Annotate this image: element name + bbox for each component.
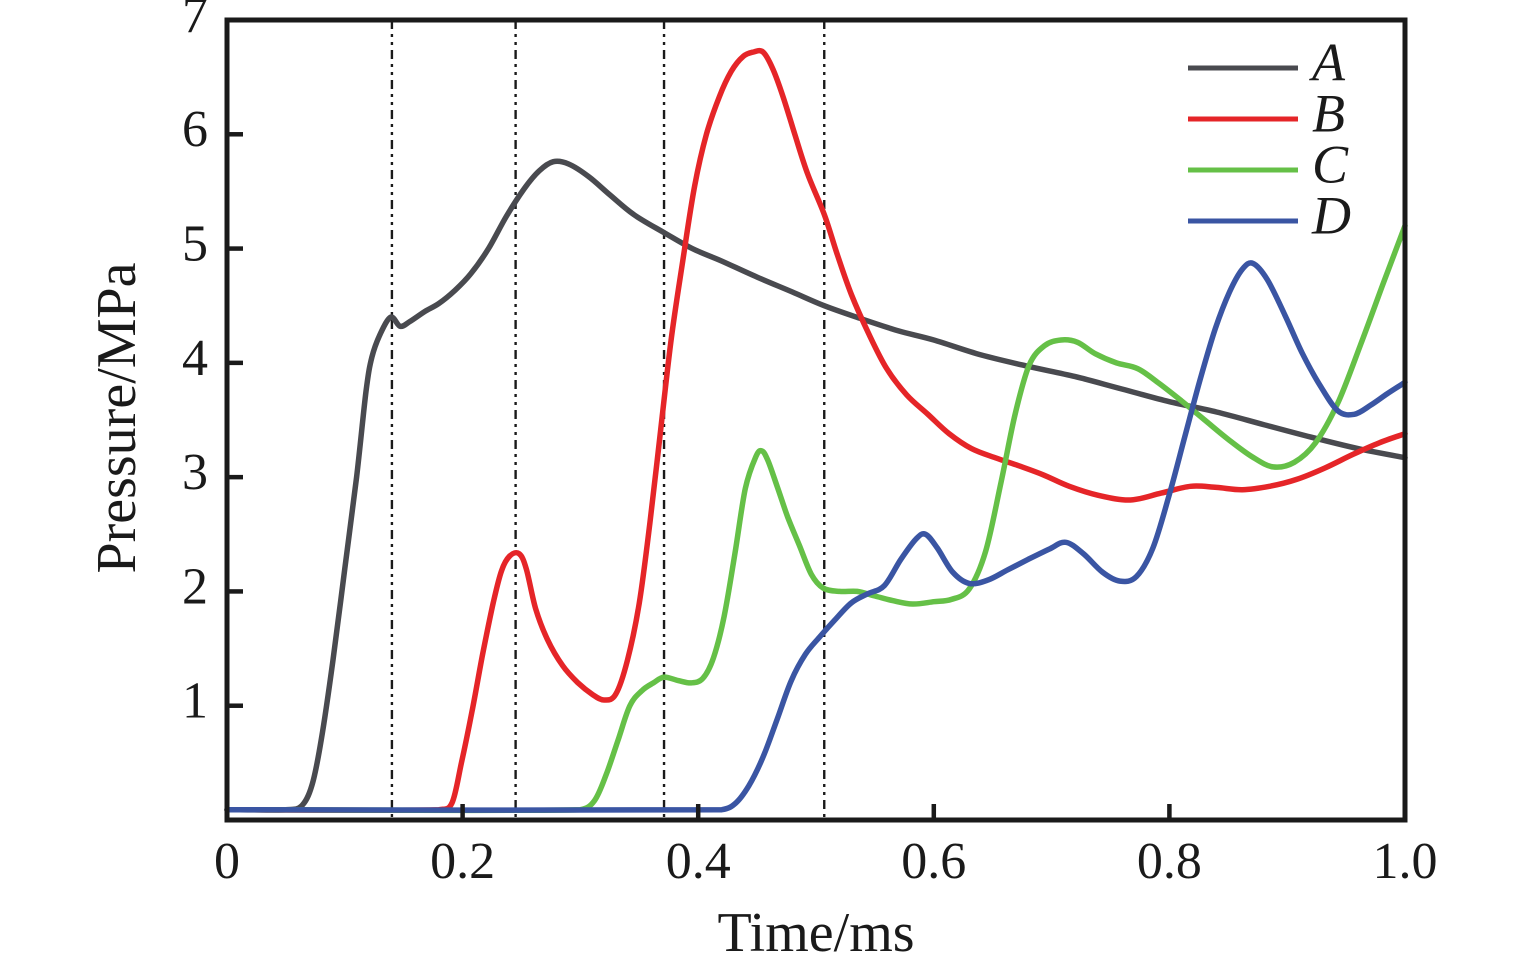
y-tick-label: 7 <box>182 0 208 44</box>
x-tick-label: 1.0 <box>1373 833 1438 890</box>
curve-D <box>224 260 1408 813</box>
x-tick-label: 0.2 <box>430 833 495 890</box>
x-tick-label: 0.4 <box>666 833 731 890</box>
legend-entry-A: A <box>1188 32 1346 92</box>
legend-entry-D: D <box>1188 185 1351 245</box>
curve-B <box>224 47 1408 813</box>
legend-entry-C: C <box>1188 134 1349 194</box>
legend-label-A: A <box>1309 32 1346 92</box>
y-tick-label: 5 <box>182 216 208 273</box>
legend-label-B: B <box>1312 83 1345 143</box>
y-tick-label: 3 <box>182 444 208 501</box>
curve-A <box>224 158 1408 813</box>
x-axis-title: Time/ms <box>717 902 914 964</box>
plot-border <box>224 17 1408 823</box>
legend-label-D: D <box>1311 185 1351 245</box>
curves <box>224 47 1408 814</box>
x-tick-label: 0.8 <box>1137 833 1202 890</box>
axis-ticks: 0 0.2 0.4 0.6 0.8 1.0 1 2 3 4 5 6 7 <box>182 0 1438 890</box>
y-axis-title: Pressure/MPa <box>86 262 148 573</box>
curve-C <box>224 222 1408 814</box>
x-tick-label: 0 <box>214 833 240 890</box>
legend-label-C: C <box>1312 134 1349 194</box>
y-tick-label: 6 <box>182 101 208 158</box>
legend-entry-B: B <box>1188 83 1345 143</box>
y-tick-label: 1 <box>182 673 208 730</box>
x-tick-label: 0.6 <box>901 833 966 890</box>
event-marker-lines <box>390 20 826 820</box>
y-tick-label: 4 <box>182 330 208 387</box>
y-tick-label: 2 <box>182 558 208 615</box>
